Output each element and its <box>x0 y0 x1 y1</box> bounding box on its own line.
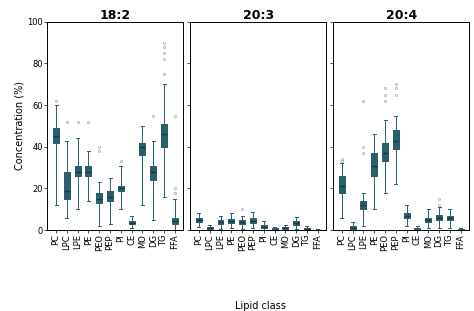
Title: 18:2: 18:2 <box>100 9 131 22</box>
PathPatch shape <box>161 124 167 147</box>
PathPatch shape <box>261 225 267 228</box>
PathPatch shape <box>414 229 420 230</box>
Title: 20:3: 20:3 <box>243 9 274 22</box>
PathPatch shape <box>283 227 288 229</box>
PathPatch shape <box>128 221 135 224</box>
PathPatch shape <box>139 143 146 155</box>
PathPatch shape <box>350 226 356 229</box>
PathPatch shape <box>196 218 202 222</box>
PathPatch shape <box>250 218 256 223</box>
PathPatch shape <box>371 153 377 176</box>
PathPatch shape <box>150 165 156 180</box>
PathPatch shape <box>304 228 310 230</box>
PathPatch shape <box>447 216 453 220</box>
PathPatch shape <box>272 229 277 230</box>
PathPatch shape <box>239 220 245 224</box>
Title: 20:4: 20:4 <box>385 9 417 22</box>
PathPatch shape <box>118 186 124 191</box>
PathPatch shape <box>85 165 91 176</box>
PathPatch shape <box>458 229 464 230</box>
PathPatch shape <box>404 213 410 218</box>
Y-axis label: Concentration (%): Concentration (%) <box>15 81 25 170</box>
PathPatch shape <box>218 220 224 224</box>
PathPatch shape <box>64 172 70 199</box>
PathPatch shape <box>75 165 81 176</box>
PathPatch shape <box>96 193 102 203</box>
PathPatch shape <box>172 218 178 224</box>
PathPatch shape <box>207 227 213 229</box>
PathPatch shape <box>393 130 399 149</box>
PathPatch shape <box>425 218 431 222</box>
PathPatch shape <box>339 176 345 193</box>
PathPatch shape <box>107 191 113 201</box>
PathPatch shape <box>53 128 59 143</box>
PathPatch shape <box>293 221 299 225</box>
PathPatch shape <box>360 201 366 209</box>
Text: Lipid class: Lipid class <box>235 301 286 311</box>
PathPatch shape <box>228 219 234 223</box>
PathPatch shape <box>382 143 388 161</box>
PathPatch shape <box>436 215 442 220</box>
